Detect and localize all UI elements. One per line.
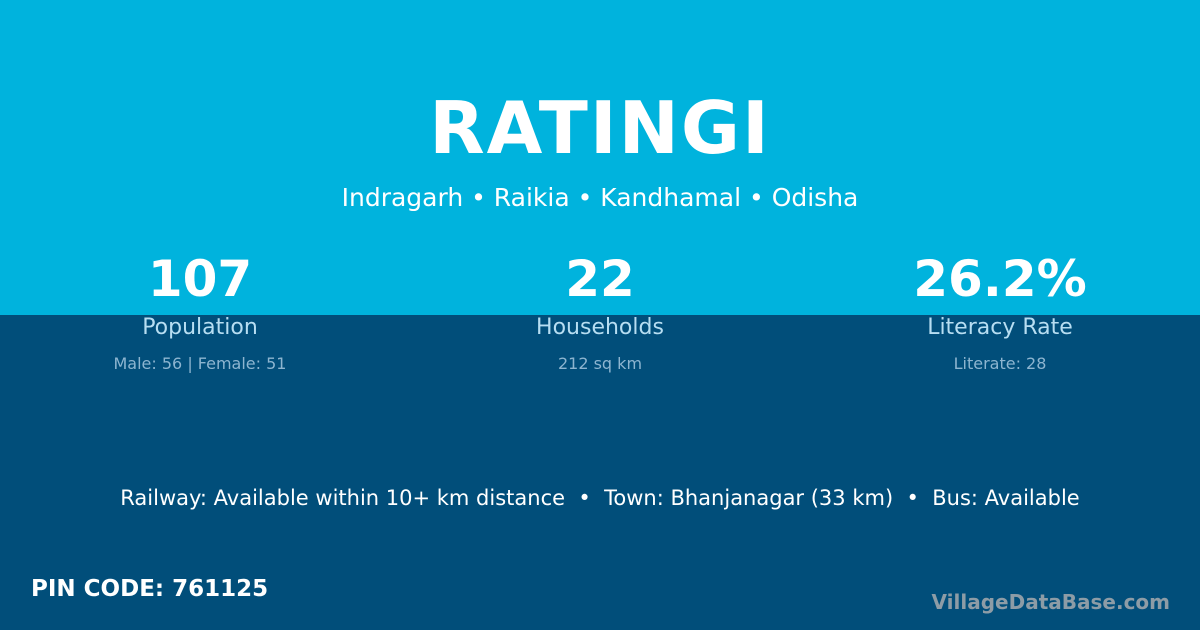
stat-label: Literacy Rate	[927, 315, 1073, 340]
stat-value: 107	[147, 250, 253, 308]
pin-code: PIN CODE: 761125	[31, 576, 269, 602]
stat-value: 26.2%	[913, 250, 1087, 308]
header-band	[0, 0, 1200, 315]
stat-label: Population	[142, 315, 258, 340]
connectivity-info: Railway: Available within 10+ km distanc…	[120, 486, 1080, 510]
stat-value: 22	[565, 250, 635, 308]
stat-detail: Male: 56 | Female: 51	[113, 354, 287, 373]
stats-band	[0, 315, 1200, 630]
stat-label: Households	[536, 315, 664, 340]
location-breadcrumb: Indragarh • Raikia • Kandhamal • Odisha	[341, 183, 859, 212]
village-title: RATINGI	[429, 86, 771, 170]
watermark: VillageDataBase.com	[931, 590, 1170, 614]
stat-detail: Literate: 28	[953, 354, 1047, 373]
stat-detail: 212 sq km	[557, 354, 643, 373]
